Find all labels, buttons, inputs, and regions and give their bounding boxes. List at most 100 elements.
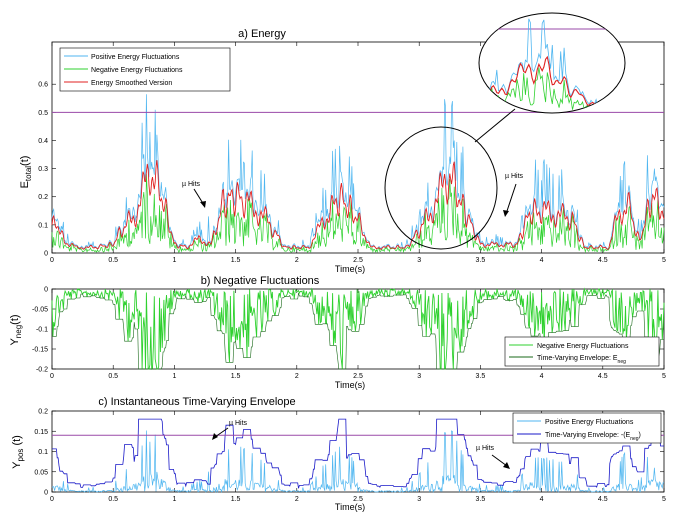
envelope-ytick-label: 0.1 xyxy=(38,449,48,456)
energy-xtick-label: 5 xyxy=(662,257,666,264)
envelope-xtick-label: 2 xyxy=(295,496,299,503)
envelope-xtick-label: 0 xyxy=(50,496,54,503)
legend-label-positive: Positive Energy Fluctuations xyxy=(91,54,180,61)
envelope-ytick-label: 0.05 xyxy=(34,469,48,476)
energy-ytick-label: 0.6 xyxy=(38,82,48,89)
energy-xtick-label: 3 xyxy=(417,257,421,264)
energy-panel: 0 0.5 1 1.5 2 2.5 3 3.5 4 4.5 5 0 0.1 0.2 0.3 0.4 0.5 0.6… xyxy=(19,12,666,274)
energy-ytick-label: 0 xyxy=(44,251,48,258)
energy-ytick-label: 0.4 xyxy=(38,138,48,145)
zoom-inset-border xyxy=(478,12,626,114)
hit-annotation-1: µ Hits xyxy=(182,181,201,188)
hit-arrow-4 xyxy=(491,454,508,467)
zoom-circle xyxy=(384,126,498,250)
envelope-ytick-label: 0.2 xyxy=(38,409,48,416)
negative-xlabel: Time(s) xyxy=(335,380,365,390)
hit-arrowhead-3 xyxy=(212,433,218,440)
negative-xtick-label: 3 xyxy=(417,373,421,380)
energy-series xyxy=(51,94,665,254)
envelope-xtick-label: 5 xyxy=(662,496,666,503)
energy-xtick-label: 2.5 xyxy=(353,257,363,264)
series-positive-energy-fluctuations xyxy=(51,430,665,494)
negative-ytick-label: -0.15 xyxy=(32,347,48,354)
negative-ytick-label: -0.1 xyxy=(36,327,48,334)
energy-ylabel: Etotal(t) xyxy=(19,156,33,189)
energy-legend: Positive Energy Fluctuations Negative En… xyxy=(59,47,231,92)
negative-xtick-label: 4.5 xyxy=(598,373,608,380)
envelope-xtick-label: 1.5 xyxy=(231,496,241,503)
envelope-xtick-label: 3 xyxy=(417,496,421,503)
energy-xlabel: Time(s) xyxy=(335,264,365,274)
series-energy-smoothed xyxy=(51,160,665,250)
negative-xtick-label: 1.5 xyxy=(231,373,241,380)
negative-xtick-label: 4 xyxy=(540,373,544,380)
energy-xtick-label: 3.5 xyxy=(476,257,486,264)
envelope-xtick-label: 4 xyxy=(540,496,544,503)
envelope-title: c) Instantaneous Time-Varying Envelope xyxy=(98,396,295,408)
energy-xtick-label: 1.5 xyxy=(231,257,241,264)
legend-label-neg-fluct: Negative Energy Fluctuations xyxy=(537,343,629,350)
hit-arrow-2 xyxy=(505,183,517,215)
envelope-xtick-label: 4.5 xyxy=(598,496,608,503)
series-negative-envelope xyxy=(52,292,664,370)
envelope-xtick-label: 3.5 xyxy=(476,496,486,503)
negative-xtick-label: 2 xyxy=(295,373,299,380)
energy-xtick-label: 1 xyxy=(172,257,176,264)
envelope-xlabel: Time(s) xyxy=(335,502,365,512)
negative-xtick-label: 5 xyxy=(662,373,666,380)
legend-label-pos-env: Time-Varying Envelope: -(Eneg) xyxy=(545,432,641,442)
energy-xtick-label: 0 xyxy=(50,257,54,264)
hit-arrow-3 xyxy=(214,427,229,438)
energy-xtick-label: 0.5 xyxy=(108,257,118,264)
negative-title: b) Negative Fluctuations xyxy=(201,275,320,287)
energy-title: a) Energy xyxy=(238,28,286,40)
legend-label-smoothed: Energy Smoothed Version xyxy=(91,80,172,87)
hit-arrowhead-2 xyxy=(503,210,509,217)
envelope-ylabel: Ypos (t) xyxy=(11,435,25,469)
negative-xtick-label: 3.5 xyxy=(476,373,486,380)
legend-label-negative: Negative Energy Fluctuations xyxy=(91,67,183,74)
energy-ytick-label: 0.1 xyxy=(38,222,48,229)
hit-arrowhead-1 xyxy=(200,201,206,208)
series-negative-energy-fluctuations xyxy=(51,287,665,371)
envelope-legend: Positive Energy Fluctuations Time-Varyin… xyxy=(512,412,662,444)
energy-xtick-label: 2 xyxy=(295,257,299,264)
hit-annotation-2: µ Hits xyxy=(505,173,524,180)
envelope-axes: 0 0.5 1 1.5 2 2.5 3 3.5 4 4.5 5 0 0.05 0.1 0.15 0.2 xyxy=(34,409,666,504)
legend-label-pos-fluct: Positive Energy Fluctuations xyxy=(545,419,634,426)
negative-xtick-label: 1 xyxy=(172,373,176,380)
series-positive-envelope xyxy=(52,418,664,489)
envelope-legend-box xyxy=(512,412,662,444)
envelope-panel: 0 0.5 1 1.5 2 2.5 3 3.5 4 4.5 5 0 0.05 0.1 0.15 0.2 c) … xyxy=(11,396,666,512)
energy-axes: 0 0.5 1 1.5 2 2.5 3 3.5 4 4.5 5 0 0.1 0.2 0.3 0.4 0.5 0.6 xyxy=(38,42,666,264)
zoom-connector xyxy=(474,108,516,143)
energy-ytick-label: 0.5 xyxy=(38,110,48,117)
negative-ytick-label: -0.2 xyxy=(36,367,48,374)
energy-xtick-label: 4.5 xyxy=(598,257,608,264)
negative-series xyxy=(51,287,665,371)
series-negative-fluctuations xyxy=(51,174,665,254)
zoom-inset xyxy=(478,12,626,114)
envelope-xtick-label: 0.5 xyxy=(108,496,118,503)
negative-ytick-label: 0 xyxy=(44,287,48,294)
energy-xtick-label: 4 xyxy=(540,257,544,264)
envelope-ytick-label: 0.15 xyxy=(34,429,48,436)
envelope-xtick-label: 2.5 xyxy=(353,496,363,503)
negative-legend-box xyxy=(504,336,660,367)
energy-legend-box xyxy=(59,47,231,92)
negative-xtick-label: 0 xyxy=(50,373,54,380)
envelope-xtick-label: 1 xyxy=(172,496,176,503)
hit-annotation-4: µ Hits xyxy=(476,445,495,452)
legend-label-neg-env: Time-Varying Envelope: Eneg xyxy=(537,355,626,365)
negative-ytick-label: -0.05 xyxy=(32,307,48,314)
energy-ytick-label: 0.2 xyxy=(38,194,48,201)
negative-xtick-label: 0.5 xyxy=(108,373,118,380)
negative-panel: 0 0.5 1 1.5 2 2.5 3 3.5 4 4.5 5 -0.2 -0.15 -0.1 -0.05 0… xyxy=(9,275,666,390)
hit-annotation-3: µ Hits xyxy=(229,420,248,427)
negative-ylabel: Yneg(t) xyxy=(9,314,23,345)
hit-arrowhead-4 xyxy=(503,462,510,469)
envelope-ytick-label: 0 xyxy=(44,490,48,497)
energy-ytick-label: 0.3 xyxy=(38,166,48,173)
negative-xtick-label: 2.5 xyxy=(353,373,363,380)
